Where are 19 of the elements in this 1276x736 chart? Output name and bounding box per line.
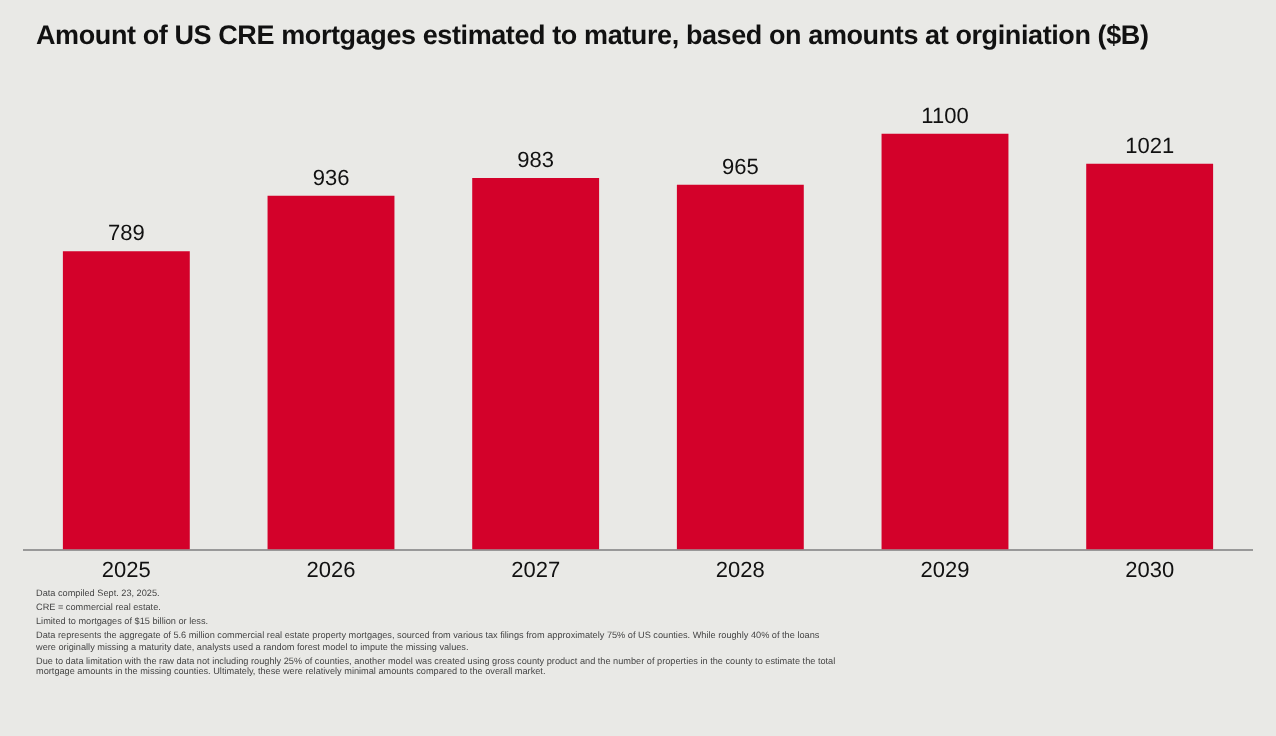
x-tick-label: 2028 [715, 558, 765, 583]
bar [1086, 163, 1214, 550]
x-tick-label: 2030 [1125, 558, 1175, 583]
x-tick-label: 2029 [920, 558, 970, 583]
bar [881, 133, 1009, 550]
data-label: 1021 [1125, 134, 1175, 159]
chart-title: Amount of US CRE mortgages estimated to mature, based on amounts at orginiation ($B) [36, 20, 1149, 50]
data-label: 789 [107, 222, 145, 247]
data-label: 936 [312, 166, 350, 191]
data-label: 983 [517, 149, 555, 174]
bar [472, 178, 600, 550]
bar [676, 184, 804, 550]
bar [267, 195, 395, 550]
x-tick-label: 2027 [511, 558, 561, 583]
x-tick-label: 2026 [306, 558, 356, 583]
data-label: 1100 [921, 104, 969, 129]
x-tick-label: 2025 [101, 558, 151, 583]
bar [62, 251, 190, 550]
data-label: 965 [721, 155, 759, 180]
